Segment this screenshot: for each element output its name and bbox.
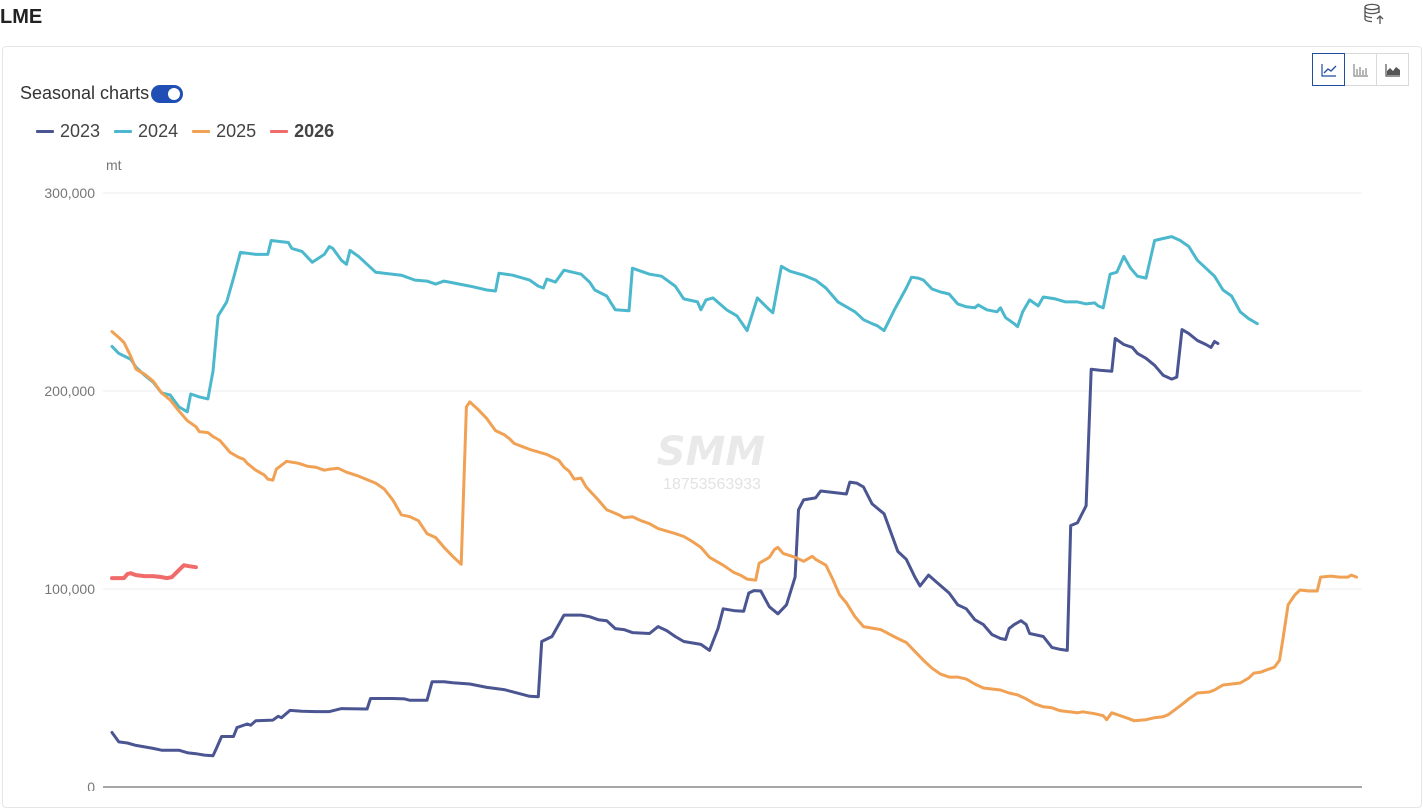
seasonal-charts-label: Seasonal charts <box>20 83 150 103</box>
chart-type-switcher <box>1312 53 1409 86</box>
series-lines <box>110 235 1359 758</box>
y-axis-ticks: 0 100,000 200,000 300,000 <box>44 185 95 791</box>
watermark: SMM 18753563933 <box>657 429 765 493</box>
series-line-2025[interactable] <box>110 330 1359 723</box>
seasonal-charts-control: Seasonal charts <box>20 83 184 104</box>
legend-item-2025[interactable]: 2025 <box>192 121 256 142</box>
series-line-2024[interactable] <box>110 235 1259 414</box>
watermark-phone: 18753563933 <box>663 476 761 493</box>
series-line-2026[interactable] <box>110 563 198 581</box>
legend-swatch-2023 <box>36 130 54 133</box>
chart-card <box>2 46 1422 808</box>
legend-item-2026[interactable]: 2026 <box>270 121 334 142</box>
line-chart: mt 0 100,000 200,000 300,000 SMM 1875356393… <box>44 157 1362 791</box>
area-chart-icon <box>1384 63 1400 77</box>
y-tick-label: 300,000 <box>44 185 95 201</box>
line-chart-icon <box>1320 63 1336 77</box>
legend-item-2023[interactable]: 2023 <box>36 121 100 142</box>
legend-swatch-2024 <box>114 130 133 133</box>
y-tick-label: 200,000 <box>44 383 95 399</box>
chart-legend: 2023 2024 2025 2026 <box>36 121 348 142</box>
database-export-icon[interactable] <box>1362 2 1386 26</box>
grid-lines <box>103 192 1362 590</box>
y-tick-label: 0 <box>87 779 95 791</box>
legend-label-2026: 2026 <box>294 121 335 141</box>
page-title: LME <box>0 6 43 28</box>
seasonal-charts-toggle[interactable] <box>151 84 184 103</box>
legend-label-2024: 2024 <box>138 121 179 141</box>
area-chart-button[interactable] <box>1376 53 1409 86</box>
y-tick-label: 100,000 <box>44 581 95 597</box>
legend-swatch-2026 <box>270 130 289 133</box>
y-axis-unit: mt <box>106 157 122 173</box>
legend-label-2025: 2025 <box>216 121 257 141</box>
legend-item-2024[interactable]: 2024 <box>114 121 178 142</box>
legend-label-2023: 2023 <box>60 121 101 141</box>
series-line-2023[interactable] <box>110 328 1220 758</box>
legend-swatch-2025 <box>192 130 211 133</box>
line-chart-button[interactable] <box>1312 53 1345 86</box>
bar-chart-icon <box>1352 63 1368 77</box>
watermark-brand: SMM <box>657 429 765 475</box>
